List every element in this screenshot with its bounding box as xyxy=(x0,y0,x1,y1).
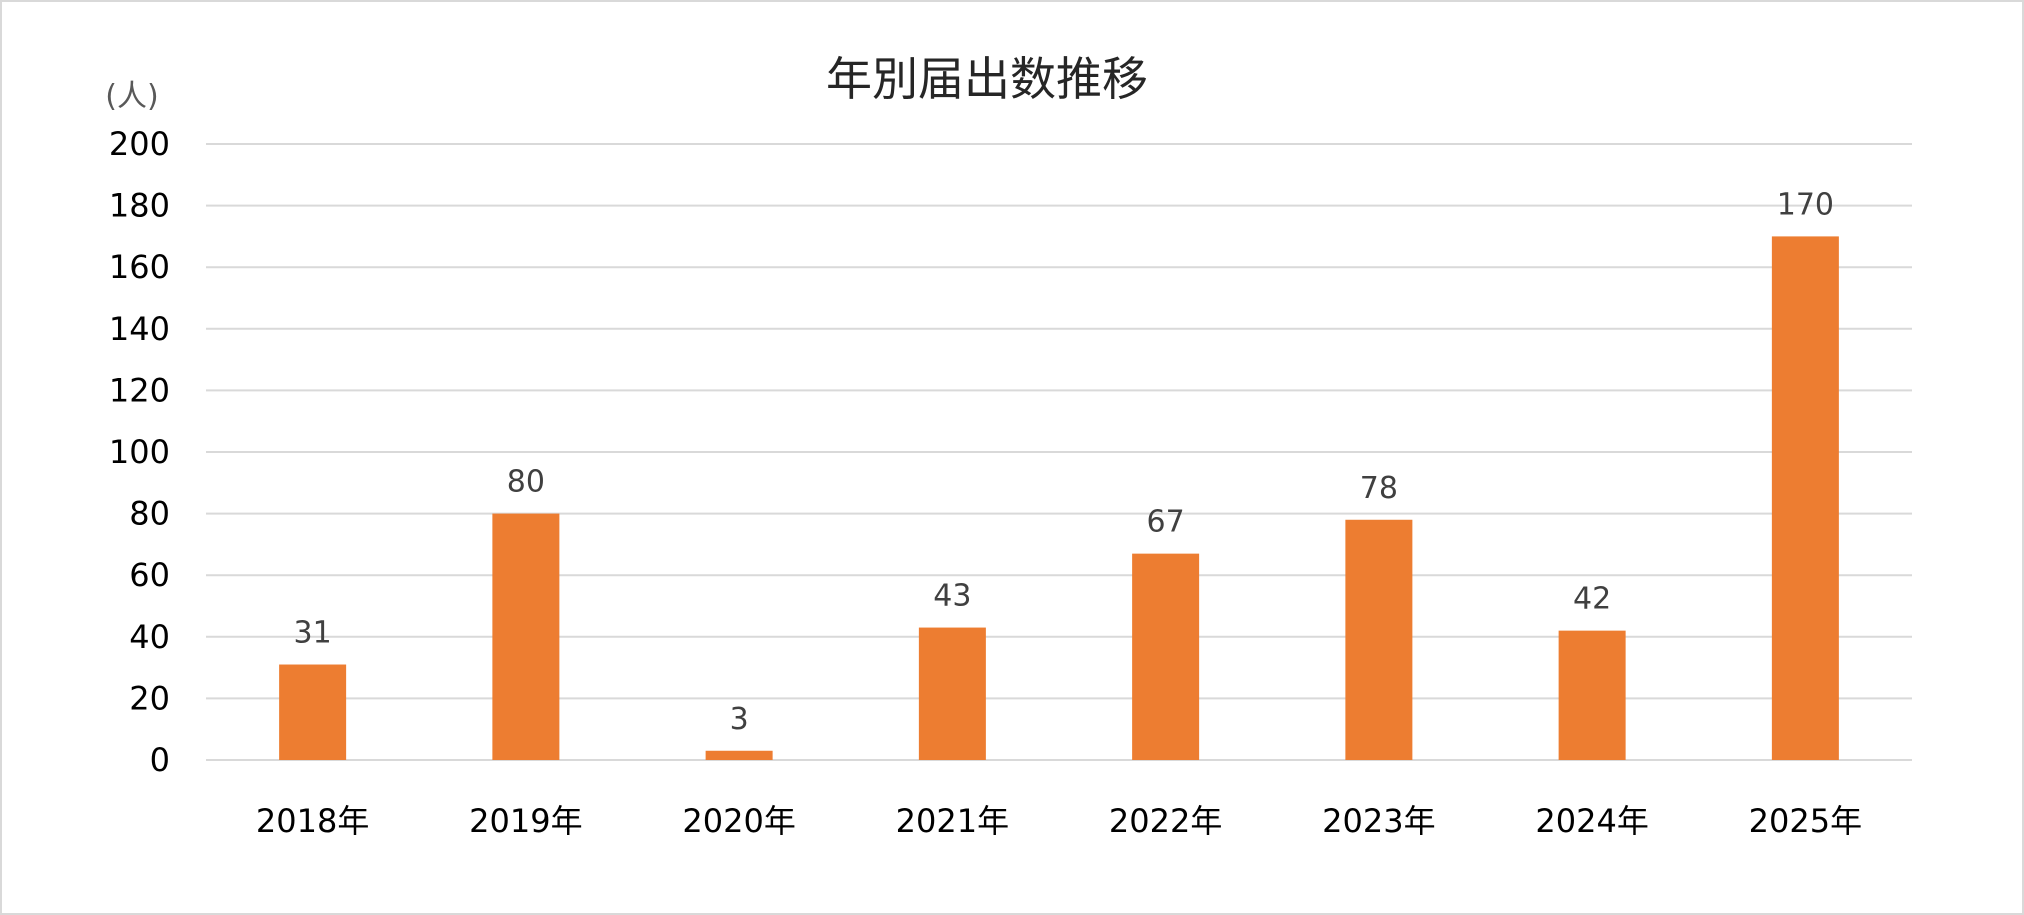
y-tick-label: 140 xyxy=(109,310,170,348)
x-tick-label: 2020年 xyxy=(682,802,795,840)
y-tick-label: 160 xyxy=(109,248,170,286)
x-axis-ticks: 2018年 2019年 2020年 2021年 2022年 2023年 2024年 2025年 xyxy=(256,802,1862,840)
data-labels: 31 80 3 43 67 78 42 170 xyxy=(294,187,1834,736)
y-axis-unit-label: (人) xyxy=(105,79,158,114)
y-tick-label: 200 xyxy=(109,125,170,163)
data-label: 31 xyxy=(294,616,332,651)
data-label: 67 xyxy=(1147,505,1185,540)
bars xyxy=(279,236,1839,760)
y-tick-label: 40 xyxy=(129,618,170,656)
data-label: 43 xyxy=(933,579,971,614)
y-axis-ticks: 0 20 40 60 80 100 120 140 160 180 200 xyxy=(109,125,170,779)
y-tick-label: 100 xyxy=(109,433,170,471)
data-label: 42 xyxy=(1573,582,1611,617)
x-tick-label: 2018年 xyxy=(256,802,369,840)
y-tick-label: 180 xyxy=(109,187,170,225)
bar xyxy=(1132,553,1200,760)
y-tick-label: 60 xyxy=(129,556,170,594)
chart-title: 年別届出数推移 xyxy=(826,52,1148,106)
x-tick-label: 2022年 xyxy=(1109,802,1222,840)
data-label: 80 xyxy=(507,465,545,500)
bar xyxy=(1558,630,1626,760)
bar xyxy=(279,664,347,760)
data-label: 3 xyxy=(730,702,749,737)
bar xyxy=(918,627,986,760)
x-tick-label: 2019年 xyxy=(469,802,582,840)
bar xyxy=(492,513,560,760)
data-label: 170 xyxy=(1777,187,1834,222)
y-tick-label: 0 xyxy=(150,741,170,779)
y-tick-label: 120 xyxy=(109,371,170,409)
x-tick-label: 2023年 xyxy=(1322,802,1435,840)
bar xyxy=(1345,519,1413,760)
data-label: 78 xyxy=(1360,471,1398,506)
x-tick-label: 2024年 xyxy=(1535,802,1648,840)
gridlines xyxy=(206,143,1912,761)
bar xyxy=(705,750,773,760)
bar xyxy=(1771,236,1839,760)
y-tick-label: 80 xyxy=(129,495,170,533)
x-tick-label: 2025年 xyxy=(1749,802,1862,840)
x-tick-label: 2021年 xyxy=(896,802,1009,840)
y-tick-label: 20 xyxy=(129,679,170,717)
